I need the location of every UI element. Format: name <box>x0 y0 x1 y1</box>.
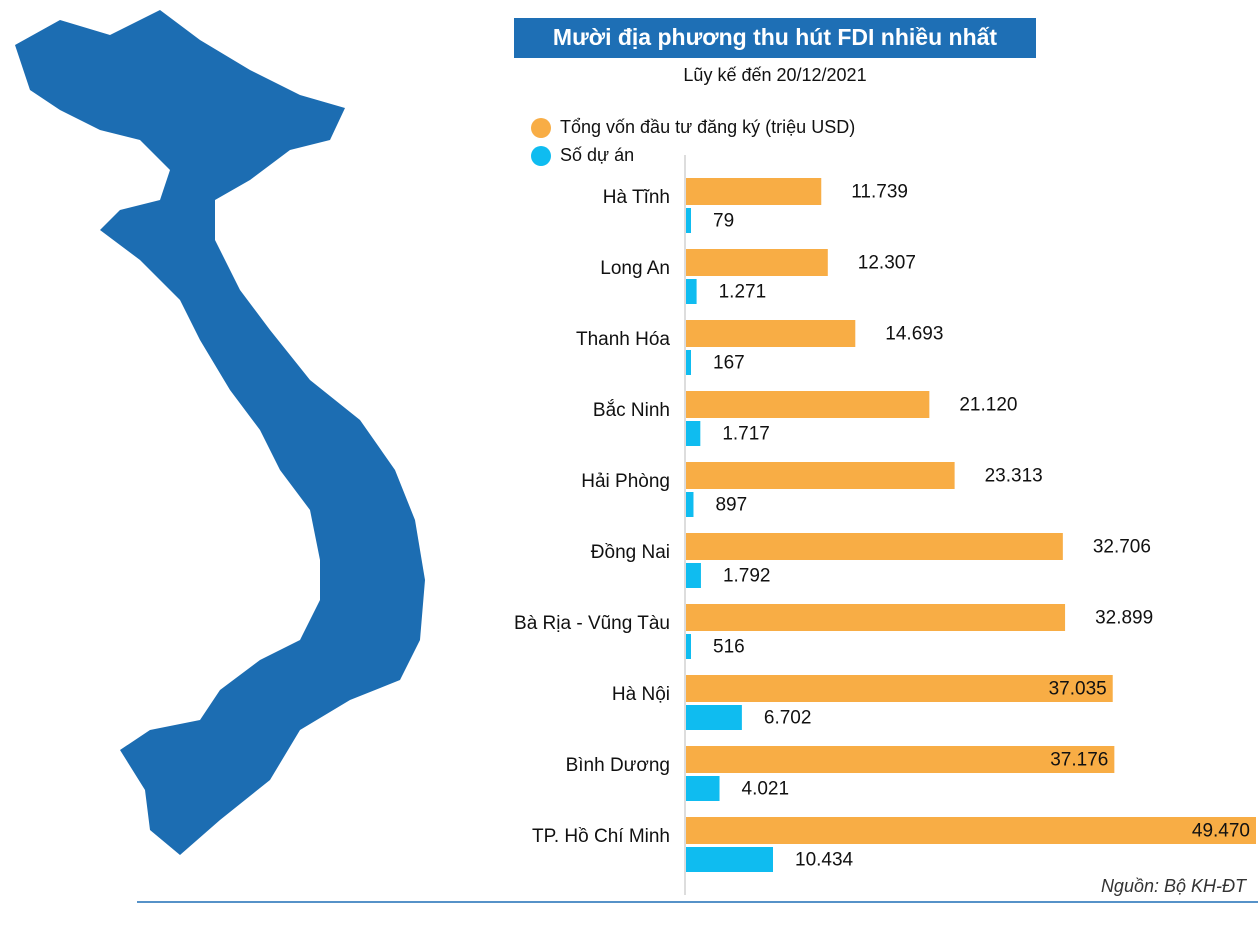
value-label: 10.434 <box>795 850 854 871</box>
bar <box>686 675 1113 702</box>
category-label: Hà Tĩnh <box>603 187 670 208</box>
bar <box>686 320 856 347</box>
bar <box>686 776 720 801</box>
bar <box>686 249 828 276</box>
value-label: 49.470 <box>1192 821 1250 842</box>
bar <box>686 604 1066 631</box>
map <box>15 10 425 855</box>
value-label: 37.035 <box>1049 679 1107 700</box>
value-label: 6.702 <box>764 708 812 729</box>
category-label: Hà Nội <box>612 684 670 705</box>
category-label: Bà Rịa - Vũng Tàu <box>514 613 670 634</box>
bar <box>686 563 701 588</box>
bar <box>686 533 1063 560</box>
bar <box>686 391 930 418</box>
bar <box>686 178 822 205</box>
value-label: 4.021 <box>742 779 790 800</box>
value-label: 21.120 <box>959 395 1017 416</box>
bar <box>686 746 1115 773</box>
value-label: 12.307 <box>858 253 916 274</box>
value-label: 1.792 <box>723 566 771 587</box>
legend-label: Số dự án <box>560 145 634 165</box>
bar <box>686 847 773 872</box>
category-label: Hải Phòng <box>581 471 670 492</box>
legend-swatch <box>531 118 551 138</box>
chart-subtitle: Lũy kế đến 20/12/2021 <box>683 65 866 85</box>
value-label: 23.313 <box>985 466 1043 487</box>
legend-label: Tổng vốn đầu tư đăng ký (triệu USD) <box>560 117 855 137</box>
value-label: 11.739 <box>851 182 908 203</box>
value-label: 32.899 <box>1095 608 1153 629</box>
value-label: 167 <box>713 353 745 374</box>
value-label: 37.176 <box>1050 750 1108 771</box>
category-label: Long An <box>600 258 670 279</box>
value-label: 32.706 <box>1093 537 1151 558</box>
bar <box>686 634 691 659</box>
bar <box>686 208 691 233</box>
chart-title: Mười địa phương thu hút FDI nhiều nhất <box>553 24 998 50</box>
value-label: 14.693 <box>885 324 943 345</box>
value-label: 897 <box>715 495 747 516</box>
bar <box>686 705 742 730</box>
value-label: 516 <box>713 637 745 658</box>
value-label: 1.271 <box>719 282 767 303</box>
bar <box>686 492 694 517</box>
category-label: Bình Dương <box>566 755 670 776</box>
bar <box>686 279 697 304</box>
category-label: Đồng Nai <box>591 542 670 563</box>
bar <box>686 350 691 375</box>
category-label: Thanh Hóa <box>576 329 670 350</box>
source: Nguồn: Bộ KH-ĐT <box>1101 876 1248 896</box>
bar <box>686 462 955 489</box>
category-label: TP. Hồ Chí Minh <box>532 826 670 847</box>
value-label: 1.717 <box>722 424 770 445</box>
legend-swatch <box>531 146 551 166</box>
value-label: 79 <box>713 211 734 232</box>
category-label: Bắc Ninh <box>593 399 670 421</box>
bar <box>686 817 1256 844</box>
bar <box>686 421 701 446</box>
title-box <box>514 18 1036 58</box>
